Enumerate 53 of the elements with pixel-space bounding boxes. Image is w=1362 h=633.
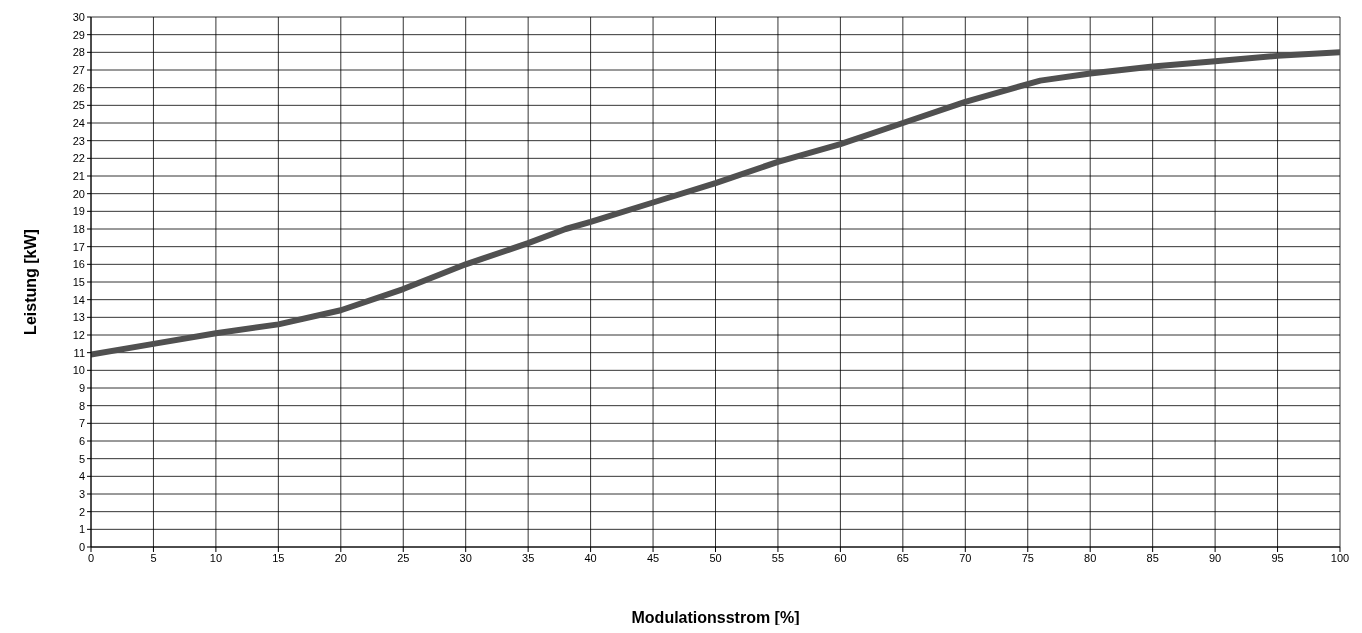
y-tick-label: 5 (78, 452, 85, 465)
y-tick-label: 23 (72, 134, 85, 147)
y-tick-label: 18 (72, 222, 85, 235)
x-tick-label: 70 (959, 551, 972, 564)
y-tick-label: 2 (78, 505, 85, 518)
y-tick-label: 12 (72, 328, 85, 341)
y-tick-label: 0 (78, 540, 85, 553)
y-tick-label: 3 (78, 487, 85, 500)
y-tick-label: 4 (78, 470, 85, 483)
y-tick-label: 6 (78, 434, 85, 447)
y-tick-label: 14 (72, 293, 85, 306)
y-tick-label: 19 (72, 205, 85, 218)
x-tick-label: 45 (646, 551, 660, 564)
y-tick-label: 25 (72, 99, 85, 112)
x-tick-label: 80 (1084, 551, 1097, 564)
y-tick-label: 11 (73, 346, 85, 359)
x-tick-label: 100 (1330, 551, 1350, 564)
y-tick-label: 28 (72, 46, 85, 59)
x-tick-label: 35 (522, 551, 535, 564)
y-tick-label: 22 (72, 152, 85, 165)
x-tick-label: 25 (397, 551, 410, 564)
y-tick-label: 9 (78, 381, 85, 394)
y-tick-label: 1 (78, 523, 85, 536)
y-tick-label: 13 (72, 311, 85, 324)
x-tick-label: 5 (150, 551, 157, 564)
y-tick-label: 17 (72, 240, 85, 253)
x-tick-label: 30 (459, 551, 472, 564)
y-tick-label: 30 (72, 10, 85, 23)
x-tick-label: 20 (334, 551, 347, 564)
x-tick-label: 55 (771, 551, 785, 564)
x-tick-label: 95 (1271, 551, 1284, 564)
x-tick-label: 75 (1021, 551, 1034, 564)
y-axis-title: Leistung [kW] (21, 229, 39, 335)
y-tick-label: 8 (78, 399, 85, 412)
x-tick-label: 90 (1208, 551, 1222, 564)
y-tick-label: 15 (72, 275, 85, 288)
y-tick-label: 16 (72, 258, 85, 271)
y-tick-label: 29 (72, 28, 85, 41)
x-tick-label: 50 (709, 551, 722, 564)
y-tick-label: 20 (72, 187, 85, 200)
y-tick-label: 10 (72, 364, 85, 377)
y-tick-label: 27 (72, 63, 85, 76)
y-tick-label: 7 (78, 417, 85, 430)
x-tick-label: 40 (584, 551, 597, 564)
y-tick-label: 21 (72, 169, 85, 182)
x-tick-label: 0 (87, 551, 95, 564)
x-tick-label: 10 (209, 551, 223, 564)
x-tick-label: 60 (834, 551, 847, 564)
x-tick-label: 85 (1146, 551, 1159, 564)
x-tick-label: 65 (896, 551, 909, 564)
x-tick-label: 15 (272, 551, 285, 564)
y-tick-label: 26 (72, 81, 85, 94)
y-tick-label: 24 (72, 116, 85, 129)
